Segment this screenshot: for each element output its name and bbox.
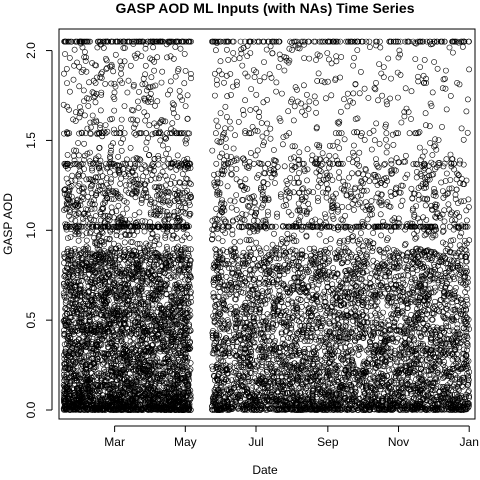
chart-title: GASP AOD ML Inputs (with NAs) Time Serie… [116,0,415,16]
